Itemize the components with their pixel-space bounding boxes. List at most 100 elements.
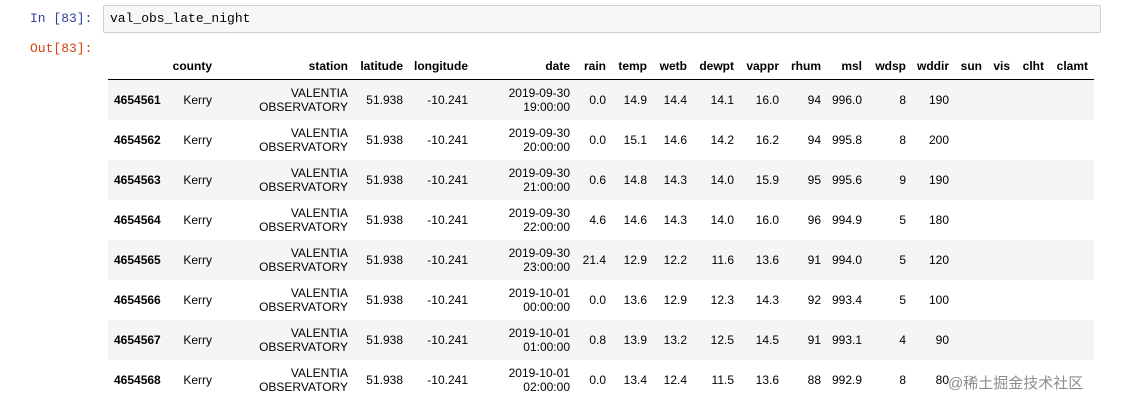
table-cell: 8 bbox=[868, 79, 912, 120]
empty-cell bbox=[988, 79, 1016, 120]
table-cell: 94 bbox=[807, 133, 821, 147]
table-cell: 14.8 bbox=[612, 160, 653, 200]
table-cell: -10.241 bbox=[409, 160, 474, 200]
table-cell: 5 bbox=[899, 293, 906, 307]
empty-cell bbox=[988, 240, 1016, 280]
table-cell: 96 bbox=[807, 213, 821, 227]
table-cell: 90 bbox=[912, 320, 955, 360]
column-header: clamt bbox=[1050, 52, 1094, 80]
table-cell: 14.3 bbox=[755, 293, 779, 307]
table-cell: 51.938 bbox=[366, 293, 403, 307]
index-header bbox=[108, 52, 168, 80]
table-cell: 120 bbox=[912, 240, 955, 280]
table-cell: -10.241 bbox=[427, 133, 468, 147]
table-cell: 12.9 bbox=[612, 240, 653, 280]
empty-cell bbox=[988, 160, 1016, 200]
column-header: wdsp bbox=[868, 52, 912, 80]
table-cell: 5 bbox=[899, 213, 906, 227]
table-cell: 91 bbox=[785, 320, 827, 360]
table-cell: 16.0 bbox=[740, 79, 785, 120]
empty-cell bbox=[1016, 120, 1050, 160]
table-cell: 12.3 bbox=[710, 293, 734, 307]
empty-cell bbox=[955, 240, 988, 280]
table-cell: 14.5 bbox=[740, 320, 785, 360]
table-cell: Kerry bbox=[168, 320, 218, 360]
column-header: latitude bbox=[354, 52, 409, 80]
column-header: wddir bbox=[912, 52, 955, 80]
empty-cell bbox=[955, 320, 988, 360]
table-cell: 13.9 bbox=[612, 320, 653, 360]
table-cell: 51.938 bbox=[366, 373, 403, 387]
table-cell: 13.6 bbox=[740, 240, 785, 280]
table-cell: 13.2 bbox=[653, 320, 693, 360]
table-cell: 13.6 bbox=[755, 373, 779, 387]
table-cell: Kerry bbox=[168, 240, 218, 280]
empty-cell bbox=[955, 120, 988, 160]
table-cell: -10.241 bbox=[427, 213, 468, 227]
input-prompt: In [83]: bbox=[30, 11, 93, 26]
table-cell: 15.9 bbox=[740, 160, 785, 200]
table-row: 4654561 Kerry VALENTIA OBSERVATORY 51.938 -1… bbox=[108, 79, 1094, 120]
table-cell: 8 bbox=[899, 133, 906, 147]
table-cell: 2019-09-30 22:00:00 bbox=[508, 206, 570, 234]
empty-cell bbox=[988, 120, 1016, 160]
table-cell: 51.938 bbox=[354, 79, 409, 120]
output-prompt: Out[83]: bbox=[30, 41, 93, 56]
table-cell: 14.9 bbox=[612, 79, 653, 120]
empty-cell bbox=[988, 200, 1016, 240]
table-cell: 9 bbox=[868, 160, 912, 200]
table-cell: 2019-10-01 00:00:00 bbox=[508, 286, 570, 314]
table-cell: 996.0 bbox=[827, 79, 868, 120]
watermark: @稀土掘金技术社区 bbox=[948, 375, 1084, 392]
table-cell: 14.3 bbox=[653, 160, 693, 200]
table-cell: 14.6 bbox=[663, 133, 687, 147]
table-cell: 0.0 bbox=[589, 293, 606, 307]
table-cell: VALENTIA OBSERVATORY bbox=[218, 240, 354, 280]
table-cell: 80 bbox=[935, 373, 949, 387]
table-cell: 14.4 bbox=[653, 79, 693, 120]
table-cell: 0.0 bbox=[589, 373, 606, 387]
table-cell: Kerry bbox=[168, 160, 218, 200]
code-cell[interactable]: val_obs_late_night bbox=[103, 5, 1101, 33]
table-cell: VALENTIA OBSERVATORY bbox=[218, 320, 354, 360]
row-index: 4654562 bbox=[114, 133, 161, 147]
empty-cell bbox=[1016, 79, 1050, 120]
empty-cell bbox=[988, 280, 1016, 320]
table-cell: 12.9 bbox=[663, 293, 687, 307]
table-row: 4654565 Kerry VALENTIA OBSERVATORY 51.938 -1… bbox=[108, 240, 1094, 280]
column-header: msl bbox=[827, 52, 868, 80]
table-cell: 51.938 bbox=[354, 160, 409, 200]
empty-cell bbox=[1016, 280, 1050, 320]
table-cell: 15.1 bbox=[623, 133, 647, 147]
table-cell: 88 bbox=[807, 373, 821, 387]
table-row: 4654568 Kerry VALENTIA OBSERVATORY 51.938 -1… bbox=[108, 360, 1094, 400]
table-body: 4654561 Kerry VALENTIA OBSERVATORY 51.938 -1… bbox=[108, 79, 1094, 401]
table-cell: 16.2 bbox=[755, 133, 779, 147]
empty-cell bbox=[955, 280, 988, 320]
dataframe-table: county station latitude longitude date rain te… bbox=[108, 52, 1094, 400]
table-cell: 14.3 bbox=[663, 213, 687, 227]
table-cell: 100 bbox=[928, 293, 949, 307]
table-cell: VALENTIA OBSERVATORY bbox=[259, 206, 348, 234]
table-cell: Kerry bbox=[183, 213, 212, 227]
table-cell: 8 bbox=[899, 373, 906, 387]
table-cell: 4 bbox=[868, 320, 912, 360]
table-cell: 2019-09-30 23:00:00 bbox=[474, 240, 576, 280]
row-index: 4654567 bbox=[108, 320, 168, 360]
column-header: dewpt bbox=[693, 52, 740, 80]
table-cell: -10.241 bbox=[409, 79, 474, 120]
table-row: 4654567 Kerry VALENTIA OBSERVATORY 51.938 -1… bbox=[108, 320, 1094, 360]
table-row: 4654566 Kerry VALENTIA OBSERVATORY 51.938 -1… bbox=[108, 280, 1094, 320]
column-header: station bbox=[218, 52, 354, 80]
table-cell: 51.938 bbox=[366, 133, 403, 147]
table-row: 4654564 Kerry VALENTIA OBSERVATORY 51.938 -1… bbox=[108, 200, 1094, 240]
table-cell: 5 bbox=[868, 240, 912, 280]
table-cell: 2019-09-30 21:00:00 bbox=[474, 160, 576, 200]
table-cell: 14.2 bbox=[710, 133, 734, 147]
table-row: 4654562 Kerry VALENTIA OBSERVATORY 51.938 -1… bbox=[108, 120, 1094, 160]
table-cell: 992.9 bbox=[831, 373, 862, 387]
table-cell: 0.0 bbox=[589, 133, 606, 147]
empty-cell bbox=[1050, 79, 1094, 120]
table-cell: 995.6 bbox=[827, 160, 868, 200]
